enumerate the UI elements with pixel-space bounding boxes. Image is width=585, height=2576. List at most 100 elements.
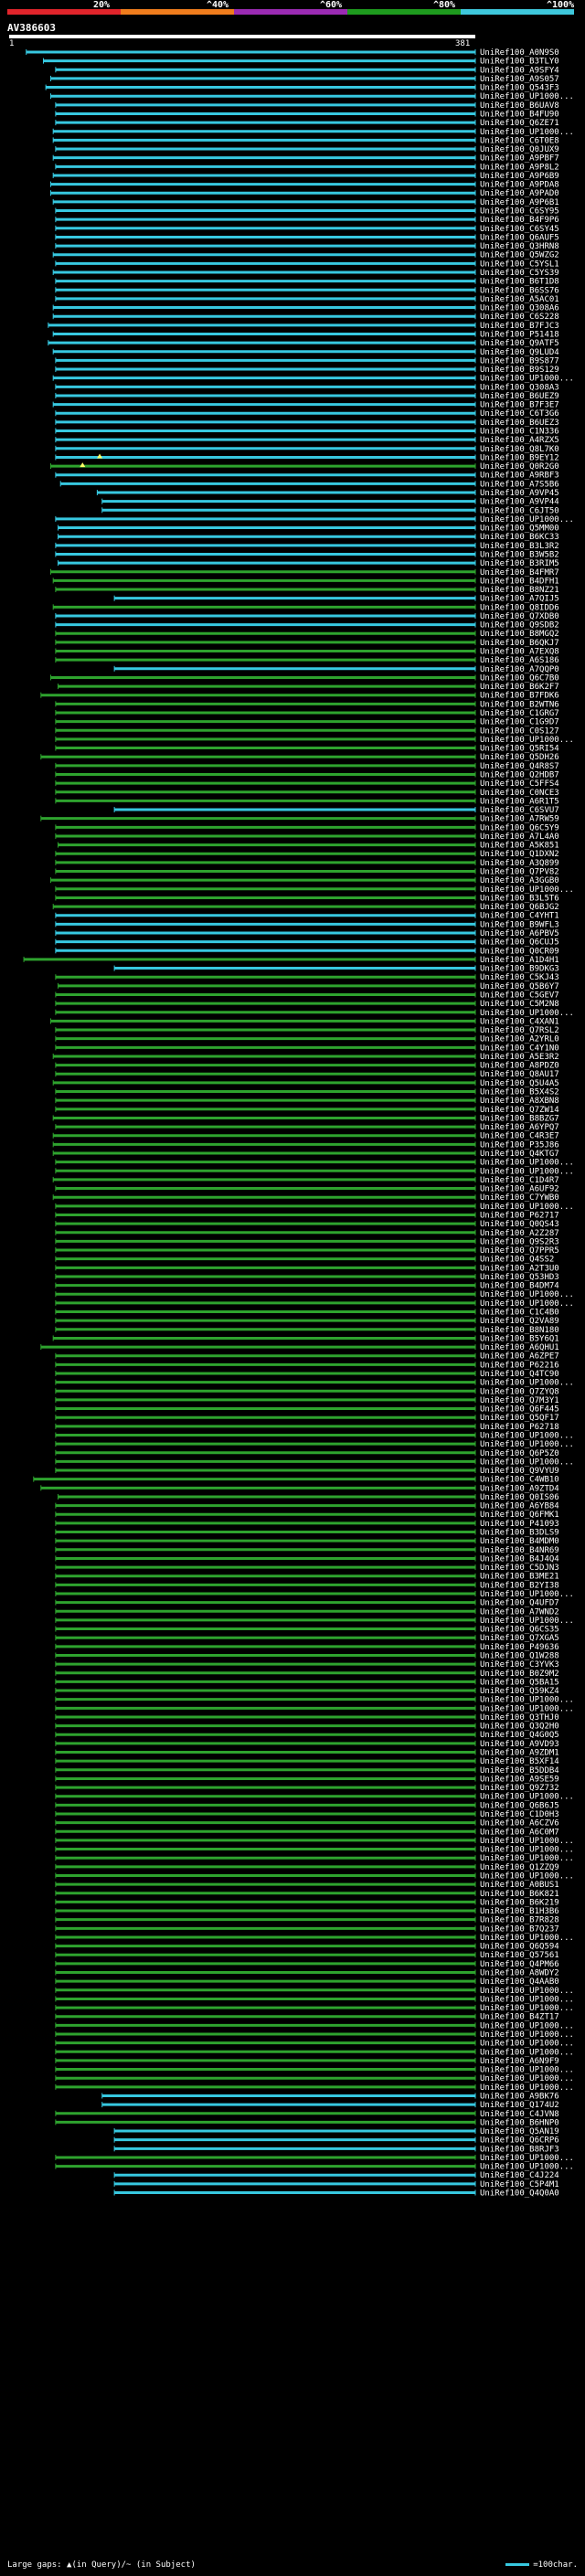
hit-label[interactable]: UniRef100_B8MGQ2 [480,630,559,639]
hit-label[interactable]: UniRef100_C6S228 [480,313,559,322]
hit-label[interactable]: UniRef100_B5Y6Q1 [480,1334,559,1343]
hit-label[interactable]: UniRef100_A9ZTD4 [480,1484,559,1493]
hit-label[interactable]: UniRef100_B7F3E7 [480,401,559,410]
hit-label[interactable]: UniRef100_Q6CRP6 [480,2136,559,2146]
hit-label[interactable]: UniRef100_UP1000... [480,1590,574,1599]
hit-label[interactable]: UniRef100_Q6B6J5 [480,1801,559,1810]
hit-label[interactable]: UniRef100_Q5WZG2 [480,251,559,260]
hit-label[interactable]: UniRef100_C1C4B0 [480,1309,559,1318]
hit-label[interactable]: UniRef100_C4R3E7 [480,1132,559,1141]
hit-label[interactable]: UniRef100_A6ZPE7 [480,1352,559,1362]
hit-label[interactable]: UniRef100_Q6BJG2 [480,903,559,912]
hit-label[interactable]: UniRef100_UP1000... [480,1995,574,2004]
hit-label[interactable]: UniRef100_A2YRL0 [480,1035,559,1044]
hit-label[interactable]: UniRef100_B9S877 [480,356,559,366]
hit-label[interactable]: UniRef100_UP1000... [480,1987,574,1996]
hit-label[interactable]: UniRef100_Q5DH26 [480,753,559,762]
hit-label[interactable]: UniRef100_B6SS76 [480,286,559,295]
hit-label[interactable]: UniRef100_Q5RI54 [480,745,559,754]
hit-label[interactable]: UniRef100_C1GRG7 [480,709,559,718]
hit-label[interactable]: UniRef100_B3DLS9 [480,1529,559,1538]
hit-label[interactable]: UniRef100_Q9VYU9 [480,1467,559,1476]
hit-label[interactable]: UniRef100_P62717 [480,1211,559,1220]
hit-label[interactable]: UniRef100_Q0IS06 [480,1493,559,1502]
hit-label[interactable]: UniRef100_C1G9D7 [480,718,559,727]
hit-label[interactable]: UniRef100_Q4TC90 [480,1370,559,1379]
hit-label[interactable]: UniRef100_Q0QS43 [480,1220,559,1229]
hit-label[interactable]: UniRef100_C7YWB0 [480,1193,559,1203]
hit-label[interactable]: UniRef100_B4FMR7 [480,568,559,578]
hit-label[interactable]: UniRef100_B7FDK6 [480,692,559,701]
hit-label[interactable]: UniRef100_C5FFS4 [480,779,559,789]
hit-label[interactable]: UniRef100_C6JT50 [480,506,559,515]
hit-label[interactable]: UniRef100_B3W5B2 [480,550,559,559]
hit-label[interactable]: UniRef100_A3GGB0 [480,876,559,885]
hit-label[interactable]: UniRef100_Q6C7B0 [480,673,559,683]
hit-label[interactable]: UniRef100_Q4R8S7 [480,762,559,771]
hit-label[interactable]: UniRef100_A6PBV5 [480,929,559,938]
hit-label[interactable]: UniRef100_A6YB84 [480,1502,559,1511]
hit-label[interactable]: UniRef100_Q174U2 [480,2101,559,2110]
hit-label[interactable]: UniRef100_A6CZV6 [480,1819,559,1829]
hit-label[interactable]: UniRef100_Q9ATF5 [480,339,559,348]
hit-label[interactable]: UniRef100_A6S186 [480,656,559,665]
hit-label[interactable]: UniRef100_A5AC01 [480,295,559,304]
hit-label[interactable]: UniRef100_C5DJN3 [480,1564,559,1573]
hit-label[interactable]: UniRef100_B4F9P6 [480,216,559,225]
hit-label[interactable]: UniRef100_A8XBN8 [480,1097,559,1106]
hit-label[interactable]: UniRef100_B6K219 [480,1898,559,1907]
hit-label[interactable]: UniRef100_C6SY95 [480,207,559,217]
hit-label[interactable]: UniRef100_B9WFL3 [480,920,559,929]
hit-label[interactable]: UniRef100_A9VP44 [480,498,559,507]
hit-label[interactable]: UniRef100_B4J4Q4 [480,1554,559,1564]
hit-label[interactable]: UniRef100_UP1000... [480,2030,574,2040]
hit-label[interactable]: UniRef100_Q9S2R3 [480,1237,559,1246]
hit-label[interactable]: UniRef100_Q1W288 [480,1651,559,1660]
hit-label[interactable]: UniRef100_A9P6B9 [480,172,559,181]
hit-label[interactable]: UniRef100_Q6AUF5 [480,233,559,242]
hit-label[interactable]: UniRef100_A6QHU1 [480,1343,559,1352]
hit-label[interactable]: UniRef100_C5YSL1 [480,260,559,269]
hit-label[interactable]: UniRef100_B4ZT17 [480,2013,559,2022]
hit-label[interactable]: UniRef100_B6UAV8 [480,101,559,111]
hit-label[interactable]: UniRef100_C5KJ43 [480,973,559,982]
hit-label[interactable]: UniRef100_A5K851 [480,842,559,851]
hit-label[interactable]: UniRef100_UP1000... [480,1871,574,1881]
hit-label[interactable]: UniRef100_A7S5B6 [480,480,559,489]
hit-label[interactable]: UniRef100_Q3Q2H0 [480,1723,559,1732]
hit-label[interactable]: UniRef100_P41093 [480,1520,559,1529]
hit-label[interactable]: UniRef100_B6QKJ7 [480,639,559,648]
hit-label[interactable]: UniRef100_Q5MM00 [480,525,559,534]
hit-label[interactable]: UniRef100_A9PAD0 [480,189,559,198]
hit-label[interactable]: UniRef100_Q6ZE71 [480,119,559,128]
hit-label[interactable]: UniRef100_UP1000... [480,1299,574,1309]
hit-label[interactable]: UniRef100_C1N336 [480,428,559,437]
hit-label[interactable]: UniRef100_A0N9S0 [480,48,559,58]
hit-label[interactable]: UniRef100_C5YS39 [480,269,559,278]
hit-label[interactable]: UniRef100_Q4UFD7 [480,1599,559,1608]
hit-label[interactable]: UniRef100_Q7PV82 [480,868,559,877]
hit-label[interactable]: UniRef100_A5E3R2 [480,1053,559,1062]
hit-label[interactable]: UniRef100_A9ZDM1 [480,1749,559,1758]
hit-label[interactable]: UniRef100_Q6CS35 [480,1626,559,1635]
hit-label[interactable]: UniRef100_Q53HD3 [480,1273,559,1282]
hit-label[interactable]: UniRef100_B8RJF3 [480,2145,559,2154]
hit-label[interactable]: UniRef100_Q8L7K0 [480,445,559,454]
hit-label[interactable]: UniRef100_B0Z9M2 [480,1670,559,1679]
hit-label[interactable]: UniRef100_B8NZ21 [480,586,559,595]
hit-label[interactable]: UniRef100_B4DM74 [480,1282,559,1291]
hit-label[interactable]: UniRef100_B9DKG3 [480,965,559,974]
hit-label[interactable]: UniRef100_P49636 [480,1643,559,1652]
hit-label[interactable]: UniRef100_UP1000... [480,128,574,137]
hit-label[interactable]: UniRef100_B7R828 [480,1916,559,1925]
hit-label[interactable]: UniRef100_C5P4M1 [480,2180,559,2189]
hit-label[interactable]: UniRef100_B3TLY0 [480,58,559,67]
hit-label[interactable]: UniRef100_UP1000... [480,1290,574,1299]
hit-label[interactable]: UniRef100_UP1000... [480,2021,574,2030]
hit-label[interactable]: UniRef100_UP1000... [480,2163,574,2172]
hit-label[interactable]: UniRef100_UP1000... [480,1837,574,1846]
hit-label[interactable]: UniRef100_A9S057 [480,75,559,84]
hit-label[interactable]: UniRef100_B3L5T6 [480,894,559,903]
hit-label[interactable]: UniRef100_UP1000... [480,1793,574,1802]
hit-label[interactable]: UniRef100_Q7M3Y1 [480,1396,559,1405]
